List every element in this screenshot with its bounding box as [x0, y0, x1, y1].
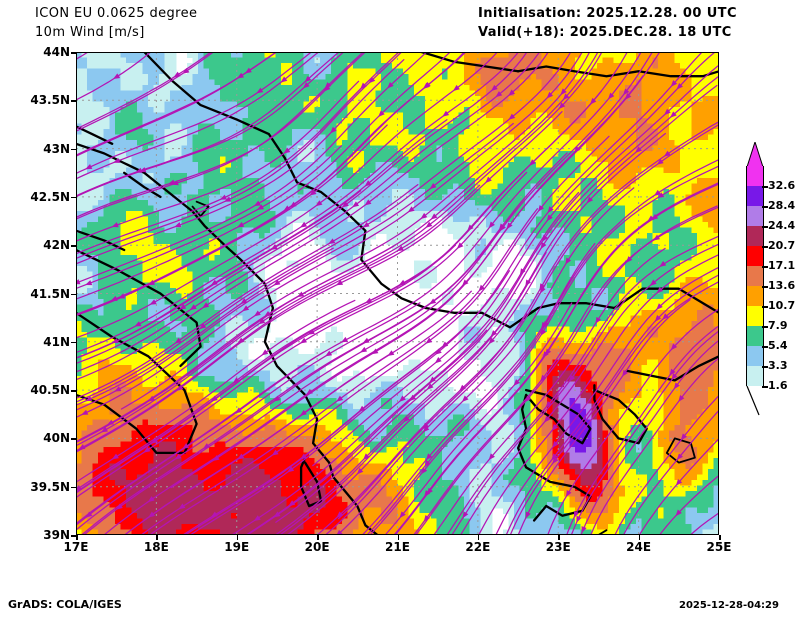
- colorbar-tick: [762, 246, 768, 248]
- colorbar-swatch: [746, 206, 764, 226]
- initialisation-time: Initialisation: 2025.12.28. 00 UTC: [478, 6, 737, 21]
- colorbar-tick: [762, 266, 768, 268]
- lon-tick-mark: [719, 535, 721, 540]
- colorbar-tick: [762, 386, 768, 388]
- lat-tick-mark: [71, 486, 76, 489]
- lat-tick-mark: [71, 245, 76, 247]
- lat-tick-label: 44N: [43, 45, 70, 59]
- lon-tick-mark: [638, 535, 641, 540]
- colorbar-swatch: [746, 246, 764, 266]
- colorbar-label: 7.9: [768, 319, 788, 332]
- lat-tick-label: 40N: [43, 431, 70, 446]
- lon-tick-label: 18E: [143, 540, 169, 554]
- colorbar-swatch: [746, 166, 764, 186]
- colorbar-tick: [762, 326, 768, 328]
- lat-tick-mark: [71, 52, 76, 54]
- lon-tick-mark: [236, 535, 239, 540]
- colorbar-label: 24.4: [768, 219, 796, 232]
- colorbar-tick: [762, 366, 768, 368]
- lat-tick-label: 41.5N: [30, 286, 70, 301]
- colorbar-label: 13.6: [768, 279, 796, 292]
- render-timestamp: 2025-12-28-04:29: [679, 600, 779, 611]
- lon-tick-label: 20E: [304, 540, 330, 554]
- lon-tick-mark: [397, 535, 399, 540]
- lon-tick-label: 17E: [63, 540, 89, 554]
- colorbar-swatch: [746, 226, 764, 246]
- lat-tick-mark: [71, 293, 76, 295]
- colorbar-label: 1.6: [768, 379, 788, 392]
- lat-tick-mark: [71, 535, 76, 537]
- lon-tick-label: 21E: [385, 540, 410, 554]
- colorbar-top-arrow: [746, 142, 764, 168]
- lat-tick-label: 40.5N: [30, 383, 70, 398]
- colorbar-swatch: [746, 366, 764, 386]
- colorbar-bottom-tail: [746, 386, 760, 416]
- variable-title: 10m Wind [m/s]: [35, 25, 145, 40]
- colorbar[interactable]: 1.6 3.3 5.4 7.9 10.7 13.6 17.1 20.7 24.4 28.4 32.6: [742, 140, 800, 440]
- colorbar-swatch: [746, 326, 764, 346]
- model-title: ICON EU 0.0625 degree: [35, 6, 198, 21]
- lat-tick-mark: [71, 390, 76, 392]
- colorbar-label: 10.7: [768, 299, 796, 312]
- lon-tick-mark: [317, 535, 319, 540]
- lat-tick-label: 39N: [43, 528, 70, 542]
- lon-tick-label: 25E: [706, 540, 732, 554]
- lat-tick-label: 41N: [43, 334, 70, 349]
- lat-tick-mark: [71, 438, 76, 440]
- lat-tick-mark: [71, 148, 76, 151]
- colorbar-label: 32.6: [768, 179, 796, 192]
- grads-credit: GrADS: COLA/IGES: [8, 598, 122, 611]
- colorbar-swatch: [746, 346, 764, 366]
- lat-tick-label: 39.5N: [30, 479, 70, 494]
- lon-tick-label: 23E: [545, 540, 571, 554]
- lat-tick-label: 42N: [43, 238, 70, 253]
- valid-time: Valid(+18): 2025.DEC.28. 18 UTC: [478, 25, 732, 40]
- map-plot-area[interactable]: [76, 52, 719, 535]
- lon-tick-label: 22E: [465, 540, 491, 554]
- colorbar-label: 20.7: [768, 239, 796, 252]
- colorbar-swatch: [746, 306, 764, 326]
- lat-tick-label: 42.5N: [30, 189, 70, 204]
- colorbar-swatch: [746, 186, 764, 206]
- colorbar-tick: [762, 206, 768, 208]
- colorbar-tick: [762, 286, 768, 288]
- lat-tick-mark: [71, 341, 76, 344]
- lon-tick-label: 19E: [224, 540, 250, 554]
- lon-tick-mark: [76, 535, 78, 540]
- colorbar-tick: [762, 306, 768, 308]
- wind-field-map: [76, 52, 719, 535]
- colorbar-label: 28.4: [768, 199, 796, 212]
- lon-tick-mark: [477, 535, 480, 540]
- lat-tick-mark: [71, 196, 76, 199]
- lat-tick-mark: [71, 100, 76, 102]
- colorbar-tick: [762, 346, 768, 348]
- colorbar-swatch: [746, 286, 764, 306]
- colorbar-tick: [762, 226, 768, 228]
- colorbar-label: 17.1: [768, 259, 796, 272]
- colorbar-tick: [762, 186, 768, 188]
- lon-tick-mark: [558, 535, 560, 540]
- lon-tick-label: 24E: [626, 540, 652, 554]
- colorbar-label: 5.4: [768, 339, 788, 352]
- colorbar-swatch: [746, 266, 764, 286]
- lat-tick-label: 43N: [43, 141, 70, 156]
- lon-tick-mark: [156, 535, 158, 540]
- lat-tick-label: 43.5N: [30, 93, 70, 108]
- colorbar-label: 3.3: [768, 359, 788, 372]
